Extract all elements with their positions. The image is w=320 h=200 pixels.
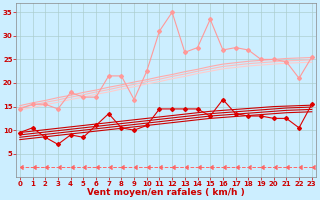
X-axis label: Vent moyen/en rafales ( km/h ): Vent moyen/en rafales ( km/h ) — [87, 188, 245, 197]
